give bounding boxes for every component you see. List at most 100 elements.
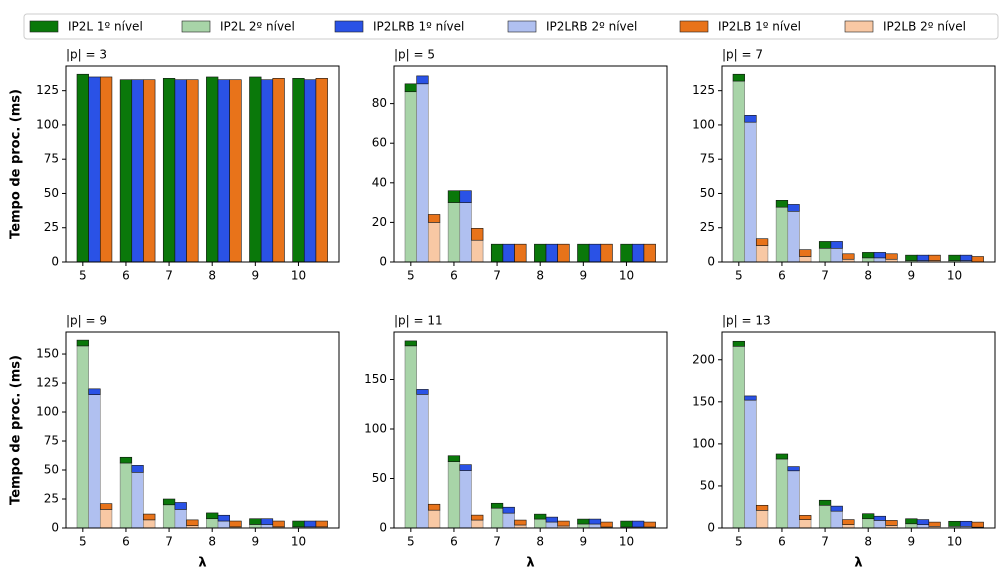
bar-segment (948, 520, 961, 527)
bar-segment (755, 238, 769, 246)
axes-frame (393, 65, 668, 263)
x-axis-label: λ (526, 556, 534, 571)
x-tick-label: 6 (778, 535, 786, 549)
bar-segment (404, 345, 417, 529)
y-tick-label: 150 (36, 347, 59, 361)
bar-segment (76, 73, 89, 263)
y-tick-label: 125 (36, 376, 59, 390)
bar-segment (162, 78, 176, 263)
axes-frame (721, 331, 996, 529)
bar-segment (206, 76, 219, 263)
bar-segment (588, 523, 602, 529)
x-tick-label: 5 (407, 269, 415, 283)
bar-segment (744, 121, 757, 263)
bar-segment (600, 521, 613, 528)
bar-segment (818, 504, 832, 529)
bar-segment (229, 79, 242, 263)
bar-segment (459, 190, 472, 203)
bar-segment (928, 521, 941, 527)
bar-segment (502, 506, 515, 514)
bar-segment (99, 509, 113, 529)
bar-segment (249, 76, 262, 263)
legend-swatch (334, 20, 364, 33)
bar-segment (862, 513, 875, 520)
bar-segment (260, 524, 274, 529)
y-tick-label: 60 (372, 136, 387, 150)
y-tick-label: 25 (44, 492, 59, 506)
legend-label: IP2L 2º nível (220, 20, 295, 34)
bar-segment (143, 519, 156, 529)
bar-segment (959, 520, 973, 527)
bar-segment (620, 243, 633, 263)
y-tick-label: 100 (36, 117, 59, 131)
x-tick-label: 9 (252, 535, 260, 549)
bar-segment (427, 509, 441, 529)
bar-segment (76, 339, 89, 347)
bar-segment (249, 518, 262, 525)
bar-segment (99, 76, 113, 263)
subplot-title: |p| = 9 (66, 314, 107, 328)
bar-segment (732, 80, 745, 263)
subplot: |p| = 11 0 50 100 150 5 6 7 8 9 10 λ (364, 314, 668, 571)
bar-segment (818, 241, 832, 249)
x-tick-label: 9 (908, 269, 916, 283)
bar-segment (427, 222, 441, 263)
x-tick-label: 7 (165, 269, 173, 283)
bar-segment (873, 520, 886, 529)
y-tick-label: 40 (372, 175, 387, 189)
x-tick-label: 5 (79, 269, 87, 283)
x-tick-label: 6 (450, 535, 458, 549)
bar-segment (787, 466, 800, 472)
y-tick-label: 75 (44, 434, 59, 448)
bar-segment (272, 520, 285, 528)
x-tick-label: 9 (580, 269, 588, 283)
bar-segment (873, 257, 886, 263)
x-tick-label: 8 (536, 535, 544, 549)
y-tick-label: 0 (707, 255, 715, 269)
y-tick-label: 0 (707, 521, 715, 535)
x-tick-label: 8 (208, 269, 216, 283)
bar-segment (862, 257, 875, 263)
bar-segment (830, 510, 843, 529)
bar-segment (447, 455, 461, 462)
bar-segment (119, 456, 133, 464)
bar-segment (620, 520, 633, 528)
y-tick-label: 100 (692, 436, 715, 450)
x-tick-label: 5 (735, 269, 743, 283)
bar-segment (948, 254, 961, 261)
bar-segment (959, 254, 973, 261)
bar-segment (427, 214, 441, 223)
y-tick-label: 50 (372, 471, 387, 485)
bar-segment (631, 520, 645, 528)
bar-segment (600, 243, 613, 263)
bar-segment (775, 206, 789, 263)
axes-frame (65, 331, 340, 529)
legend-label: IP2LRB 1º nível (373, 20, 464, 34)
bar-segment (799, 515, 812, 520)
bar-segment (787, 204, 800, 212)
bar-segment (905, 523, 918, 529)
bar-segment (502, 512, 515, 529)
y-tick-label: 100 (692, 117, 715, 131)
bar-segment (186, 79, 199, 263)
y-tick-label: 150 (692, 394, 715, 408)
bar-segment (971, 256, 984, 263)
bar-segment (534, 513, 547, 520)
bar-segment (799, 249, 812, 257)
x-tick-label: 5 (407, 535, 415, 549)
bar-segment (818, 247, 832, 263)
bar-segment (971, 521, 984, 528)
bar-segment (303, 79, 317, 263)
bar-segment (643, 243, 656, 263)
y-tick-label: 0 (379, 255, 387, 269)
bar-segment (471, 514, 484, 521)
bar-segment (229, 520, 242, 528)
legend-swatch (507, 20, 537, 33)
bar-segment (916, 524, 930, 529)
bar-segment (787, 210, 800, 263)
x-tick-label: 10 (947, 269, 962, 283)
subplot-title: |p| = 11 (394, 314, 443, 328)
bar-segment (514, 519, 527, 526)
x-tick-label: 8 (536, 269, 544, 283)
bar-segment (459, 464, 472, 471)
